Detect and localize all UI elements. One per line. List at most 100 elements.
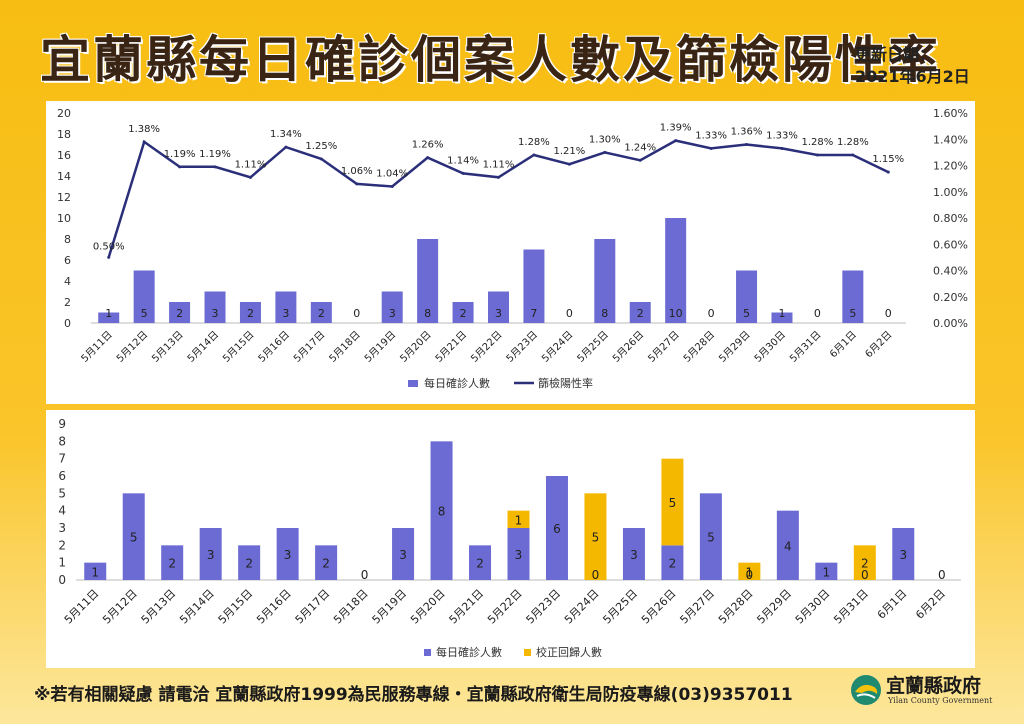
positivity-label: 1.34% xyxy=(270,129,302,140)
bar-confirmed xyxy=(661,545,684,580)
x-tick-label: 5月29日 xyxy=(717,329,753,365)
bar xyxy=(488,291,509,323)
bar-value-label: 0 xyxy=(938,568,946,582)
y-tick-label: 4 xyxy=(64,275,71,288)
bar xyxy=(204,291,226,323)
corrected-value-label: 5 xyxy=(669,496,677,510)
y2-tick-label: 0.40% xyxy=(933,265,968,278)
bar-confirmed xyxy=(815,562,838,580)
bar-value-label: 0 xyxy=(885,307,892,320)
x-tick-label: 5月21日 xyxy=(433,329,469,365)
bar xyxy=(98,312,120,323)
x-tick-label: 5月31日 xyxy=(787,329,823,365)
y-tick-label: 7 xyxy=(58,452,66,466)
bar-value-label: 2 xyxy=(322,557,330,571)
bar-confirmed xyxy=(84,562,107,580)
bar xyxy=(523,249,545,323)
bar xyxy=(594,239,616,323)
x-tick-label: 5月27日 xyxy=(646,329,682,365)
positivity-label: 1.14% xyxy=(447,155,479,166)
bar-confirmed xyxy=(276,528,299,580)
bar-value-label: 10 xyxy=(669,307,683,320)
bar-confirmed xyxy=(238,545,261,580)
positivity-label: 1.39% xyxy=(660,123,692,134)
bar-corrected xyxy=(507,510,530,528)
bar-value-label: 5 xyxy=(743,307,750,320)
y2-tick-label: 0.20% xyxy=(933,291,968,304)
x-tick-label: 5月24日 xyxy=(562,587,602,627)
x-tick-label: 5月11日 xyxy=(62,587,102,627)
positivity-label: 1.26% xyxy=(412,140,444,151)
bar xyxy=(665,218,687,323)
yilan-emblem-icon xyxy=(851,675,881,705)
legend-swatch-corrected xyxy=(524,649,531,656)
positivity-point xyxy=(355,182,359,186)
positivity-label: 1.33% xyxy=(766,130,798,141)
bar-value-label: 3 xyxy=(515,548,523,562)
bar xyxy=(310,302,332,323)
y-tick-label: 20 xyxy=(57,107,71,120)
bar-value-label: 6 xyxy=(553,522,561,536)
y-tick-label: 0 xyxy=(64,317,71,330)
contact-footer: ※若有相關疑慮 請電洽 宜蘭縣政府1999為民服務專線・宜蘭縣政府衛生局防疫專線… xyxy=(34,685,793,705)
chart-daily-cases-positivity: 0 2 4 6 8 10 12 14 16 18 20 0.00% 0.20% 0.40% 0.60% 0.8… xyxy=(46,101,975,404)
positivity-point xyxy=(532,153,536,157)
positivity-label: 1.04% xyxy=(376,169,408,180)
y-tick-label: 14 xyxy=(57,170,71,183)
bar-corrected xyxy=(738,562,761,580)
y-tick-label: 18 xyxy=(57,128,71,141)
government-logo: 宜蘭縣政府 Yilan County Government xyxy=(850,670,1000,710)
y-tick-label: 12 xyxy=(57,191,71,204)
x-tick-label: 5月15日 xyxy=(216,587,256,627)
x-tick-label: 5月31日 xyxy=(831,587,871,627)
bar-confirmed xyxy=(199,528,222,580)
bar-confirmed xyxy=(161,545,184,580)
page-title: 宜蘭縣每日確診個案人數及篩檢陽性率 xyxy=(40,31,941,89)
x-tick-label: 5月12日 xyxy=(100,587,140,627)
y2-tick-label: 1.60% xyxy=(933,107,968,120)
bar-confirmed xyxy=(776,510,799,580)
bar-confirmed xyxy=(122,493,145,580)
x-tick-label: 5月22日 xyxy=(485,587,525,627)
legend-label-positivity: 篩檢陽性率 xyxy=(538,376,593,390)
positivity-point xyxy=(745,143,749,146)
corrected-value-label: 5 xyxy=(592,531,600,545)
y-tick-label: 9 xyxy=(58,417,66,431)
logo-subtitle: Yilan County Government xyxy=(888,696,993,705)
bar-value-label: 0 xyxy=(566,307,573,320)
positivity-label: 1.25% xyxy=(305,141,337,152)
positivity-label: 1.11% xyxy=(483,159,515,170)
x-tick-label: 5月19日 xyxy=(370,587,410,627)
bar-corrected xyxy=(661,458,684,546)
y-tick-label: 10 xyxy=(57,212,71,225)
bar xyxy=(736,270,758,323)
bar-value-label: 0 xyxy=(592,568,600,582)
x-tick-label: 5月12日 xyxy=(114,329,150,365)
bar-value-label: 3 xyxy=(212,307,219,320)
y2-tick-label: 1.00% xyxy=(933,186,968,199)
bar-value-label: 3 xyxy=(630,548,638,562)
positivity-point xyxy=(284,145,288,149)
bar-value-label: 3 xyxy=(389,307,396,320)
bar-value-label: 0 xyxy=(353,307,360,320)
x-tick-label: 6月2日 xyxy=(913,587,948,622)
x-tick-label: 5月30日 xyxy=(752,329,788,365)
x-tick-label: 5月27日 xyxy=(677,587,717,627)
positivity-point xyxy=(638,158,642,162)
positivity-point xyxy=(851,153,855,157)
bar-confirmed xyxy=(622,528,645,580)
x-tick-label: 5月14日 xyxy=(185,329,221,365)
positivity-point xyxy=(780,146,784,150)
x-tick-label: 5月23日 xyxy=(524,587,564,627)
x-tick-label: 5月14日 xyxy=(177,587,217,627)
positivity-point xyxy=(567,162,571,166)
positivity-point xyxy=(213,165,217,169)
x-tick-label: 5月13日 xyxy=(150,329,186,365)
bar-value-label: 3 xyxy=(495,307,502,320)
bar-value-label: 0 xyxy=(361,568,369,582)
y-tick-label: 4 xyxy=(58,504,66,518)
bar-value-label: 5 xyxy=(130,531,138,545)
y2-tick-label: 0.60% xyxy=(933,238,968,251)
x-tick-label: 5月29日 xyxy=(754,587,794,627)
bar-value-label: 1 xyxy=(778,307,785,320)
